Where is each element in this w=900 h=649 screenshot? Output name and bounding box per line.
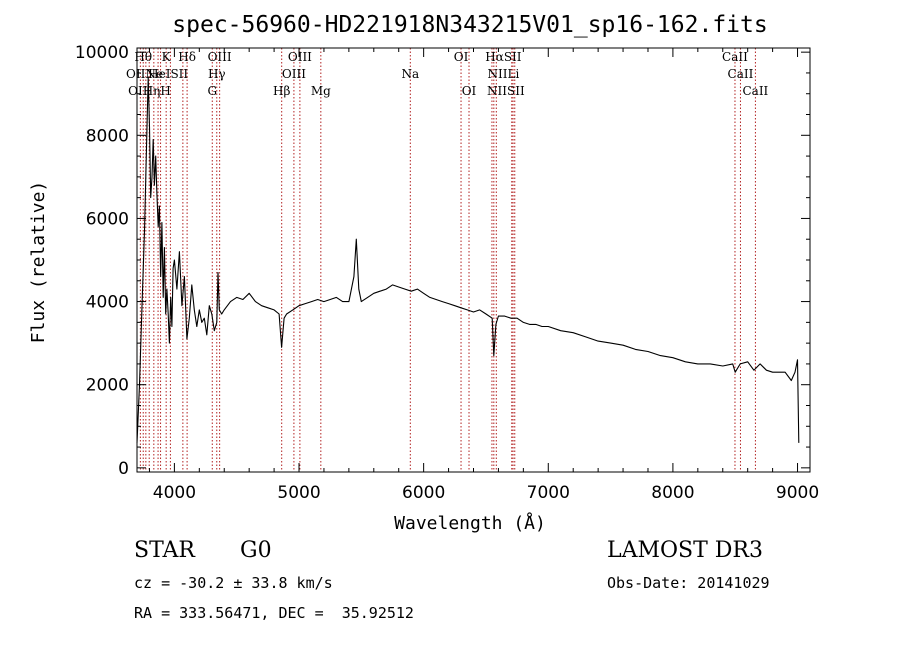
line-label: Hδ: [178, 50, 196, 64]
x-tick-label: 5000: [277, 483, 320, 503]
line-label: Hθ: [134, 50, 152, 64]
coordinates: RA = 333.56471, DEC = 35.92512: [134, 604, 414, 622]
line-label: HαSII: [485, 50, 522, 64]
line-label: OIHηH: [128, 84, 171, 98]
line-label: OIINe: [126, 67, 163, 81]
line-label: G: [207, 84, 217, 98]
line-label: Mg: [311, 84, 331, 98]
line-label: Hβ: [273, 84, 290, 98]
x-tick-label: 6000: [402, 483, 445, 503]
y-tick-label: 2000: [86, 376, 129, 396]
y-tick-label: 0: [118, 459, 129, 479]
object-class: STAR: [134, 538, 195, 563]
line-label: Hγ: [208, 67, 226, 81]
y-tick-label: 10000: [75, 43, 129, 63]
x-tick-label: 7000: [527, 483, 570, 503]
line-label: OIII: [282, 67, 306, 81]
y-axis-label: Flux (relative): [28, 181, 49, 344]
chart-title: spec-56960-HD221918N343215V01_sp16-162.f…: [172, 12, 767, 38]
y-tick-label: 4000: [86, 293, 129, 313]
line-label: K: [162, 50, 172, 64]
line-label: OI: [454, 50, 469, 64]
line-label: CaII: [742, 84, 768, 98]
line-label: OI: [462, 84, 477, 98]
line-label: OIII: [208, 50, 232, 64]
line-label: Na: [401, 67, 419, 81]
line-label: HeISII: [148, 67, 188, 81]
x-tick-label: 9000: [776, 483, 819, 503]
line-label: NIISII: [487, 84, 525, 98]
y-tick-label: 6000: [86, 209, 129, 229]
x-axis-label: Wavelength (Å): [394, 512, 546, 534]
survey-name: LAMOST DR3: [607, 538, 763, 563]
observation-date: Obs-Date: 20141029: [607, 574, 770, 592]
spectrum-line: [136, 76, 800, 443]
plot-frame: [136, 47, 811, 473]
line-label: CaII: [722, 50, 748, 64]
line-label: OIII: [288, 50, 312, 64]
x-tick-label: 8000: [651, 483, 694, 503]
x-tick-label: 4000: [153, 483, 196, 503]
object-subclass: G0: [240, 538, 272, 563]
line-label: NIILi: [488, 67, 520, 81]
y-tick-label: 8000: [86, 126, 129, 146]
redshift-cz: cz = -30.2 ± 33.8 km/s: [134, 574, 333, 592]
line-label: CaII: [728, 67, 754, 81]
